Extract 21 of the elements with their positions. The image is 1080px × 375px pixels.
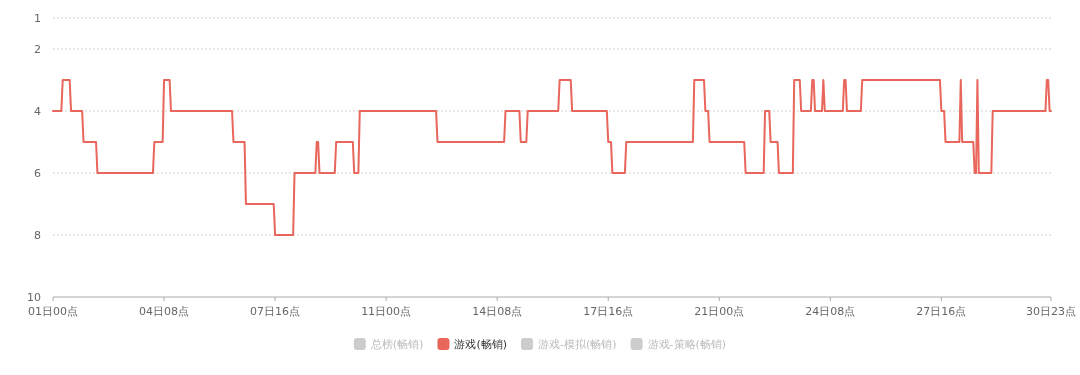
line-series <box>52 79 1052 236</box>
legend-label: 游戏-模拟(畅销) <box>538 338 617 351</box>
y-tick-label: 4 <box>34 105 41 118</box>
x-tick-label: 27日16点 <box>916 305 967 318</box>
x-tick-label: 21日00点 <box>694 305 745 318</box>
x-tick-label: 01日00点 <box>28 305 78 318</box>
x-tick-label: 07日16点 <box>250 305 301 318</box>
y-tick-label: 6 <box>34 167 41 180</box>
y-tick-label: 1 <box>34 12 41 25</box>
legend-label: 游戏-策略(畅销) <box>647 338 727 351</box>
legend-label: 游戏(畅销) <box>454 338 508 351</box>
y-tick-label: 8 <box>34 229 41 242</box>
x-tick-label: 11日00点 <box>361 305 412 318</box>
x-tick-label: 24日08点 <box>805 305 856 318</box>
y-tick-label: 10 <box>27 291 41 304</box>
x-tick-label: 30日23点 <box>1026 305 1076 318</box>
x-tick-label: 04日08点 <box>139 305 190 318</box>
x-tick-label: 14日08点 <box>472 305 523 318</box>
legend-label: 总榜(畅销) <box>369 338 424 351</box>
y-tick-label: 2 <box>34 43 41 56</box>
x-tick-label: 17日16点 <box>583 305 634 318</box>
